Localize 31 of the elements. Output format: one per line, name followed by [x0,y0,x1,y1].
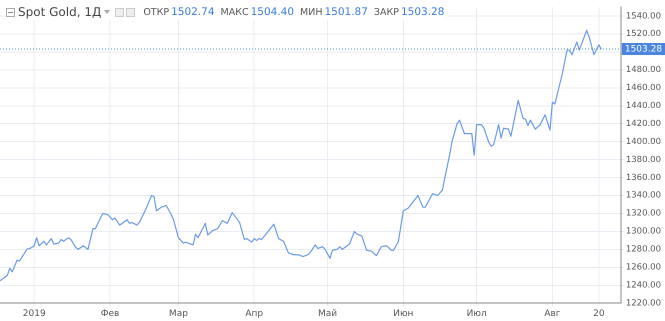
y-tick-label: 1300.00 [626,226,662,237]
y-tick-label: 1360.00 [626,172,662,183]
y-tick-label: 1480.00 [626,65,662,76]
x-tick-label: Авг [544,308,561,319]
ref-line-label: 1503.28 [624,44,662,54]
x-tick-label: Мар [168,308,188,319]
y-tick-label: 1240.00 [626,280,662,290]
y-tick-label: 1460.00 [626,83,662,94]
y-tick-label: 1440.00 [626,101,662,112]
x-tick-label: Июл [466,308,487,319]
y-tick-label: 1340.00 [626,190,662,201]
annotation: ЗАКР 1503.28 [374,6,444,18]
annotation: МИН 1501.87 [300,6,368,18]
annotation: ОТКР 1502.74 [143,6,215,18]
y-tick-label: 1220.00 [626,298,662,308]
y-tick-label: 1540.00 [626,11,662,22]
x-tick-label: Июн [393,308,414,319]
x-tick-label: Май [318,308,338,319]
x-tick-label: Фев [100,308,120,319]
chart-title: Spot Gold, 1Д [18,5,102,19]
y-tick-label: 1260.00 [626,262,662,273]
x-tick-label: 2019 [22,308,46,319]
y-tick-label: 1400.00 [626,136,662,147]
y-tick-label: 1380.00 [626,154,662,165]
y-tick-label: 1420.00 [626,118,662,129]
y-tick-label: 1320.00 [626,208,662,219]
x-tick-label: 20 [593,308,605,319]
x-tick-label: Апр [245,308,264,319]
y-tick-label: 1520.00 [626,29,662,40]
annotation: МАКС 1504.40 [220,6,294,18]
y-tick-label: 1280.00 [626,244,662,255]
